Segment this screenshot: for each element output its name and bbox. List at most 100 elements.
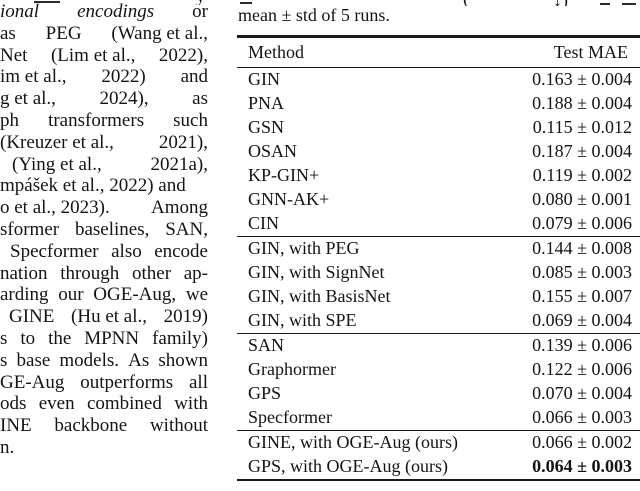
word: 2024), [99, 88, 149, 110]
method-cell: Graphormer [248, 359, 336, 379]
word: ods [0, 393, 27, 415]
word: Net [0, 44, 28, 66]
word: we [185, 284, 208, 306]
word: encode [154, 240, 208, 262]
text-line: ional encodings or [0, 1, 208, 23]
method-cell: GNN-AK+ [248, 189, 330, 209]
clipped-glyph-mark [34, 1, 60, 3]
word: 2019) [163, 306, 208, 328]
table-row: GIN, with BasisNet 0.155 ± 0.007 [237, 285, 640, 309]
value-cell: 0.079 ± 0.006 [532, 213, 632, 233]
text-line: nation through other ap- [0, 263, 208, 285]
word: mpášek et al., 2022) and [0, 175, 186, 197]
text-line: INE backbone without [0, 415, 208, 437]
right-column: mean ± std of 5 runs. Method Test MAE GI… [237, 0, 640, 491]
word: im et al., [0, 66, 67, 88]
word: (Lim et al., [50, 44, 136, 66]
word: n. [0, 436, 15, 458]
method-cell: SAN [248, 335, 285, 355]
word: o et al., 2023). [0, 197, 110, 219]
word: 2021), [158, 131, 208, 153]
method-cell: OSAN [248, 141, 298, 161]
clipped-glyph-text: y [196, 0, 226, 5]
word: (Wang et al., [111, 22, 208, 44]
word: arding [0, 284, 49, 306]
table-group: GINE, with OGE-Aug (ours) 0.066 ± 0.002 GP… [237, 431, 640, 479]
word: INE [0, 415, 32, 437]
word: baselines, [74, 218, 150, 240]
word: with [174, 393, 208, 415]
method-cell: GIN, with SPE [248, 310, 357, 330]
word: 2022) [101, 66, 146, 88]
value-cell: 0.066 ± 0.003 [532, 407, 632, 427]
method-cell: PNA [248, 93, 285, 113]
table-row: Graphormer 0.122 ± 0.006 [237, 358, 640, 382]
column-header-test-mae: Test MAE [553, 41, 628, 62]
text-line: im et al., 2022) and [0, 66, 208, 88]
table-row: Specformer 0.066 ± 0.003 [237, 406, 640, 430]
word: 2021a), [150, 153, 208, 175]
text-line: as PEG (Wang et al., [0, 23, 208, 45]
word: such [173, 109, 208, 131]
word: (Kreuzer et al., [0, 131, 114, 153]
value-cell: 0.187 ± 0.004 [532, 141, 632, 161]
clipped-glyph-mark [600, 3, 610, 5]
table-row: KP-GIN+ 0.119 ± 0.002 [237, 164, 640, 188]
word: MPNN [84, 327, 140, 349]
method-cell: GIN [248, 69, 280, 89]
word: ph [0, 109, 19, 131]
table-row: GPS 0.070 ± 0.004 [237, 382, 640, 406]
left-column-text: ional encodings or as PEG (Wang et al., Net (Li… [0, 1, 208, 459]
value-cell: 0.155 ± 0.007 [532, 286, 632, 306]
table-row: GIN 0.163 ± 0.004 [237, 68, 640, 92]
word: 2022), [158, 44, 208, 66]
value-cell: 0.119 ± 0.002 [532, 165, 632, 185]
table-row: GPS, with OGE-Aug (ours) 0.064 ± 0.003 [237, 455, 640, 479]
clipped-glyph: ( [463, 0, 493, 6]
table-group: GIN, with PEG 0.144 ± 0.008 GIN, with Sign… [237, 237, 640, 334]
method-cell: GINE, with OGE-Aug (ours) [248, 432, 458, 452]
value-cell: 0.163 ± 0.004 [532, 69, 632, 89]
word: or [192, 1, 208, 22]
method-cell: GPS, with OGE-Aug (ours) [248, 456, 448, 476]
word: PEG [45, 22, 82, 44]
word: outperforms [80, 371, 174, 393]
text-line: s base models. As shown [0, 350, 208, 372]
word: models. [59, 349, 120, 371]
word: base [16, 349, 51, 371]
word: g et al., [0, 88, 56, 110]
word: backbone [54, 415, 128, 437]
value-cell: 0.070 ± 0.004 [532, 383, 632, 403]
table-row: GIN, with SPE 0.069 ± 0.004 [237, 309, 640, 333]
text-line: o et al., 2023). Among [0, 197, 208, 219]
table-bottom-rule [237, 478, 640, 481]
method-cell: CIN [248, 213, 279, 233]
table-group: GIN 0.163 ± 0.004 PNA 0.188 ± 0.004 GSN 0.115… [237, 68, 640, 237]
word: transformers [48, 109, 145, 131]
word: all [188, 371, 208, 393]
table-row: GNN-AK+ 0.080 ± 0.001 [237, 188, 640, 212]
value-cell: 0.064 ± 0.003 [532, 456, 632, 476]
word: (Hu et al., [71, 306, 148, 328]
method-cell: GIN, with BasisNet [248, 286, 391, 306]
value-cell: 0.122 ± 0.006 [532, 359, 632, 379]
word: (Ying et al., [12, 153, 102, 175]
word: without [149, 415, 208, 437]
word: our [58, 284, 84, 306]
value-cell: 0.115 ± 0.012 [532, 117, 632, 137]
word: sformer [0, 218, 60, 240]
text-line: ods even combined with [0, 393, 208, 415]
table-row: PNA 0.188 ± 0.004 [237, 92, 640, 116]
table-row: GIN, with SignNet 0.085 ± 0.003 [237, 261, 640, 285]
word: s [0, 327, 8, 349]
clipped-glyph: ↓) [553, 0, 583, 6]
text-line: (Ying et al., 2021a), [0, 154, 208, 176]
clipped-glyph: y [196, 0, 226, 5]
table-row: GINE, with OGE-Aug (ours) 0.066 ± 0.002 [237, 431, 640, 455]
table-row: GSN 0.115 ± 0.012 [237, 116, 640, 140]
table-top-rule [237, 35, 640, 38]
table-row: CIN 0.079 ± 0.006 [237, 212, 640, 236]
value-cell: 0.066 ± 0.002 [532, 432, 632, 452]
text-line: GE-Aug outperforms all [0, 372, 208, 394]
word: GE-Aug [0, 371, 65, 393]
